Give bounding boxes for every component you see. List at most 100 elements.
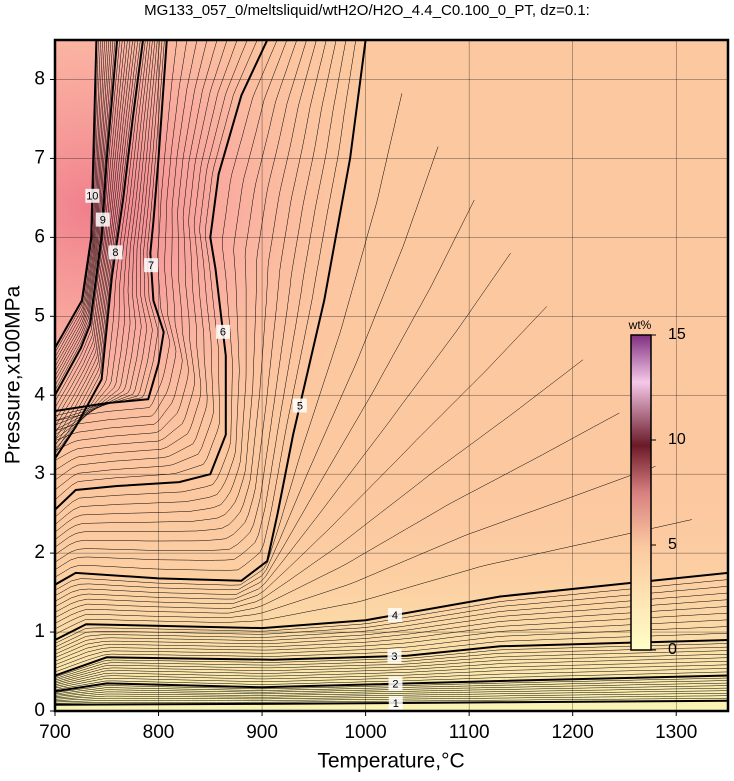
contour-label-bg bbox=[108, 245, 123, 260]
contour-line bbox=[55, 40, 144, 459]
minor-contour bbox=[55, 199, 475, 602]
minor-contour bbox=[55, 606, 728, 658]
minor-contour bbox=[55, 40, 208, 451]
contour-label: 2 bbox=[392, 679, 398, 691]
contour-label: 4 bbox=[392, 610, 398, 622]
x-axis-label: Temperature,°C bbox=[317, 750, 464, 773]
contour-label: 7 bbox=[148, 260, 154, 272]
minor-contour bbox=[55, 40, 288, 525]
minor-contour bbox=[55, 40, 136, 440]
minor-contour bbox=[55, 40, 133, 434]
minor-contour bbox=[55, 40, 347, 570]
colorbar bbox=[630, 334, 652, 651]
y-axis-label: Pressure,x100MPa bbox=[2, 285, 25, 464]
contour-label-bg bbox=[95, 212, 110, 227]
colorbar-tick-label: 0 bbox=[668, 641, 677, 658]
x-tick-label: 1200 bbox=[552, 722, 594, 743]
minor-contour bbox=[55, 592, 728, 651]
minor-contour bbox=[55, 657, 728, 684]
minor-contour bbox=[55, 40, 110, 377]
contour-label: 10 bbox=[86, 191, 98, 203]
minor-contour bbox=[55, 40, 123, 409]
y-tick-label: 3 bbox=[34, 463, 45, 484]
minor-contour bbox=[55, 685, 728, 697]
x-tick-label: 1100 bbox=[449, 722, 490, 743]
y-tick-label: 0 bbox=[34, 700, 45, 721]
minor-contour bbox=[55, 40, 153, 440]
minor-contour bbox=[55, 40, 198, 441]
contour-line bbox=[55, 40, 269, 511]
minor-contour bbox=[55, 40, 108, 372]
minor-contour bbox=[55, 40, 357, 578]
x-tick-label: 1300 bbox=[655, 722, 697, 743]
contour-label-bg bbox=[144, 258, 159, 273]
y-tick-label: 5 bbox=[34, 305, 45, 326]
minor-contour bbox=[55, 40, 317, 548]
minor-contour bbox=[55, 40, 156, 435]
y-tick-label: 6 bbox=[34, 226, 45, 247]
contour-label: 8 bbox=[112, 247, 118, 259]
minor-contour bbox=[55, 40, 151, 445]
background-shade bbox=[55, 40, 728, 711]
contour-line bbox=[55, 40, 98, 349]
contour-line bbox=[55, 674, 728, 693]
y-tick-label: 7 bbox=[34, 147, 45, 168]
contour-label: 6 bbox=[220, 327, 226, 339]
x-tick-label: 1000 bbox=[344, 722, 386, 743]
minor-contour bbox=[55, 40, 337, 563]
contour-line bbox=[55, 639, 728, 677]
minor-contour bbox=[55, 40, 103, 363]
minor-contour bbox=[55, 40, 126, 415]
contour-label-bg bbox=[387, 608, 402, 623]
minor-contour bbox=[55, 664, 728, 687]
contour-label-bg bbox=[215, 324, 230, 339]
contour-label-bg bbox=[85, 188, 100, 203]
minor-contour bbox=[55, 40, 128, 421]
minor-contour bbox=[55, 306, 547, 613]
minor-contour bbox=[55, 40, 105, 367]
minor-contour bbox=[55, 466, 656, 630]
minor-contour bbox=[55, 690, 728, 700]
contour-label: 1 bbox=[393, 698, 399, 710]
minor-contour bbox=[55, 412, 620, 624]
colorbar-label: wt% bbox=[628, 318, 652, 332]
x-tick-label: 900 bbox=[246, 722, 278, 743]
y-tick-label: 1 bbox=[34, 621, 45, 642]
x-tick-label: 800 bbox=[143, 722, 175, 743]
contour-line bbox=[55, 40, 119, 396]
frame bbox=[53, 38, 730, 713]
contour-line bbox=[55, 571, 728, 641]
y-tick-label: 2 bbox=[34, 542, 45, 563]
minor-contour bbox=[55, 687, 728, 699]
minor-contour bbox=[55, 40, 298, 533]
colorbar-tick-label: 10 bbox=[668, 431, 686, 448]
minor-contour bbox=[55, 40, 188, 432]
minor-contour bbox=[55, 40, 158, 431]
y-tick-label: 4 bbox=[34, 384, 45, 405]
minor-contour bbox=[55, 619, 728, 666]
minor-contour bbox=[55, 40, 248, 491]
contour-label: 3 bbox=[391, 651, 397, 663]
minor-contour bbox=[55, 93, 403, 591]
minor-contour bbox=[55, 599, 728, 655]
colorbar-tick-label: 15 bbox=[668, 326, 686, 343]
minor-contour bbox=[55, 40, 163, 421]
minor-contour bbox=[55, 359, 584, 619]
contour-label: 9 bbox=[100, 215, 106, 227]
colorbar-tick-label: 5 bbox=[668, 536, 677, 553]
contour-line bbox=[55, 40, 168, 412]
minor-contour bbox=[55, 40, 228, 471]
minor-contour bbox=[55, 40, 278, 518]
contour-label-bg bbox=[388, 696, 403, 711]
contour-line bbox=[55, 699, 728, 706]
minor-contour bbox=[55, 252, 511, 608]
contour-label-bg bbox=[387, 649, 402, 664]
minor-contour bbox=[55, 650, 728, 681]
minor-contour bbox=[55, 653, 728, 683]
minor-contour bbox=[55, 661, 728, 686]
contour-label-bg bbox=[388, 676, 403, 691]
minor-contour bbox=[55, 612, 728, 662]
minor-contour bbox=[55, 40, 178, 422]
